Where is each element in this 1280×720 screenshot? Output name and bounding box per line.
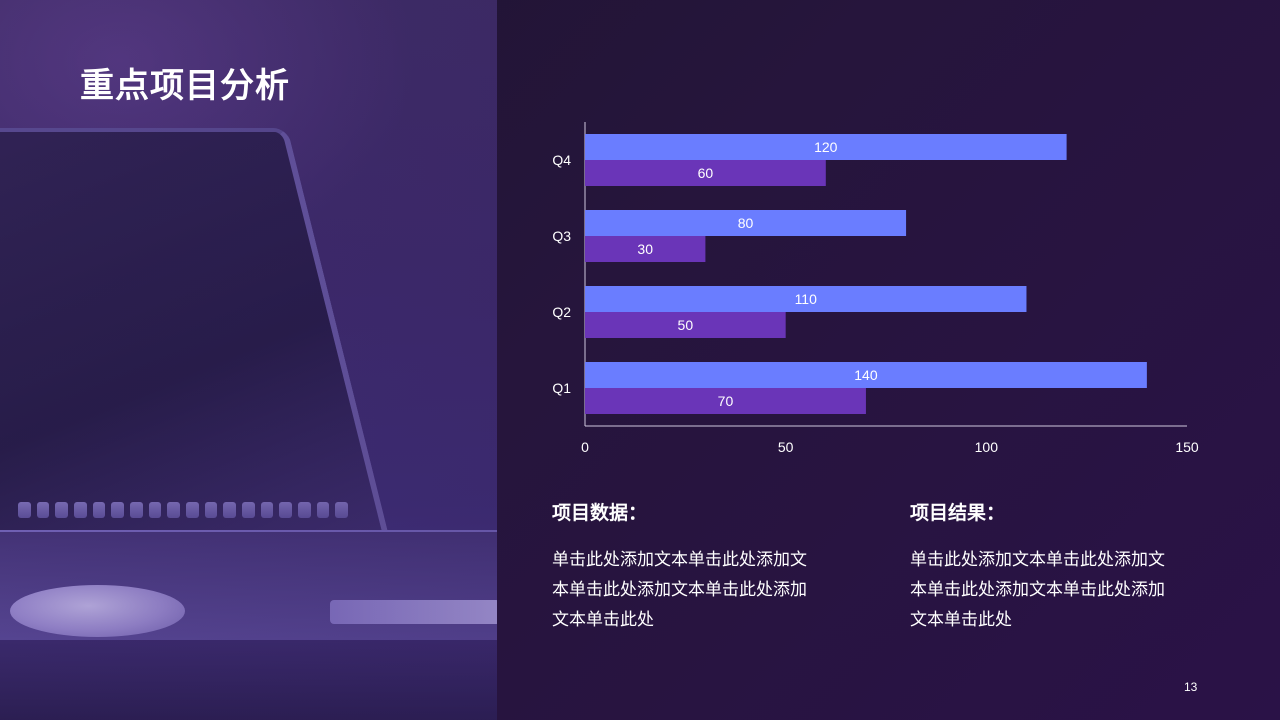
data-label: 50	[678, 317, 694, 333]
page-number: 13	[1184, 680, 1198, 694]
y-tick-label: Q3	[552, 228, 571, 244]
bar	[585, 286, 1027, 312]
section-line: 单击此处添加文本单击此处添加文	[552, 550, 807, 570]
section-project-result: 项目结果： 单击此处添加文本单击此处添加文 本单击此处添加文本单击此处添加 文本…	[910, 498, 1200, 635]
bar	[585, 388, 866, 414]
mouse	[10, 585, 185, 637]
data-label: 30	[637, 241, 653, 257]
y-tick-label: Q2	[552, 304, 571, 320]
laptop-edge	[330, 600, 497, 624]
section-heading: 项目结果：	[910, 502, 1006, 524]
page-title: 重点项目分析	[80, 66, 290, 106]
data-label: 120	[814, 139, 838, 155]
section-body: 单击此处添加文本单击此处添加文 本单击此处添加文本单击此处添加 文本单击此处	[910, 545, 1200, 635]
section-line: 文本单击此处	[910, 610, 1012, 630]
section-heading: 项目数据：	[552, 502, 648, 524]
data-label: 110	[795, 291, 818, 307]
section-project-data: 项目数据： 单击此处添加文本单击此处添加文 本单击此处添加文本单击此处添加 文本…	[552, 498, 842, 635]
section-body: 单击此处添加文本单击此处添加文 本单击此处添加文本单击此处添加 文本单击此处	[552, 545, 842, 635]
bar	[585, 160, 826, 186]
bar	[585, 134, 1067, 160]
x-tick-label: 150	[1175, 439, 1199, 455]
laptop-dock	[18, 492, 349, 528]
x-tick-label: 0	[581, 439, 589, 455]
x-tick-label: 100	[975, 439, 999, 455]
data-label: 140	[854, 367, 878, 383]
y-tick-label: Q1	[552, 380, 571, 396]
data-label: 70	[718, 393, 734, 409]
section-line: 本单击此处添加文本单击此处添加	[552, 580, 807, 600]
table-shade	[0, 640, 497, 720]
bar	[585, 236, 706, 262]
bar	[585, 312, 786, 338]
data-label: 80	[738, 215, 754, 231]
section-line: 文本单击此处	[552, 610, 654, 630]
bar	[585, 210, 907, 236]
section-line: 单击此处添加文本单击此处添加文	[910, 550, 1165, 570]
bar-chart: Q1 140 70 Q2 110 50 Q3 80 30 Q4 120 60 0 50 100 150	[552, 122, 1199, 455]
data-label: 60	[698, 165, 714, 181]
x-tick-label: 50	[778, 439, 794, 455]
section-line: 本单击此处添加文本单击此处添加	[910, 580, 1165, 600]
laptop-photo	[0, 0, 497, 720]
photo-overlay	[0, 0, 497, 720]
bar	[585, 362, 1147, 388]
y-tick-label: Q4	[552, 152, 571, 168]
